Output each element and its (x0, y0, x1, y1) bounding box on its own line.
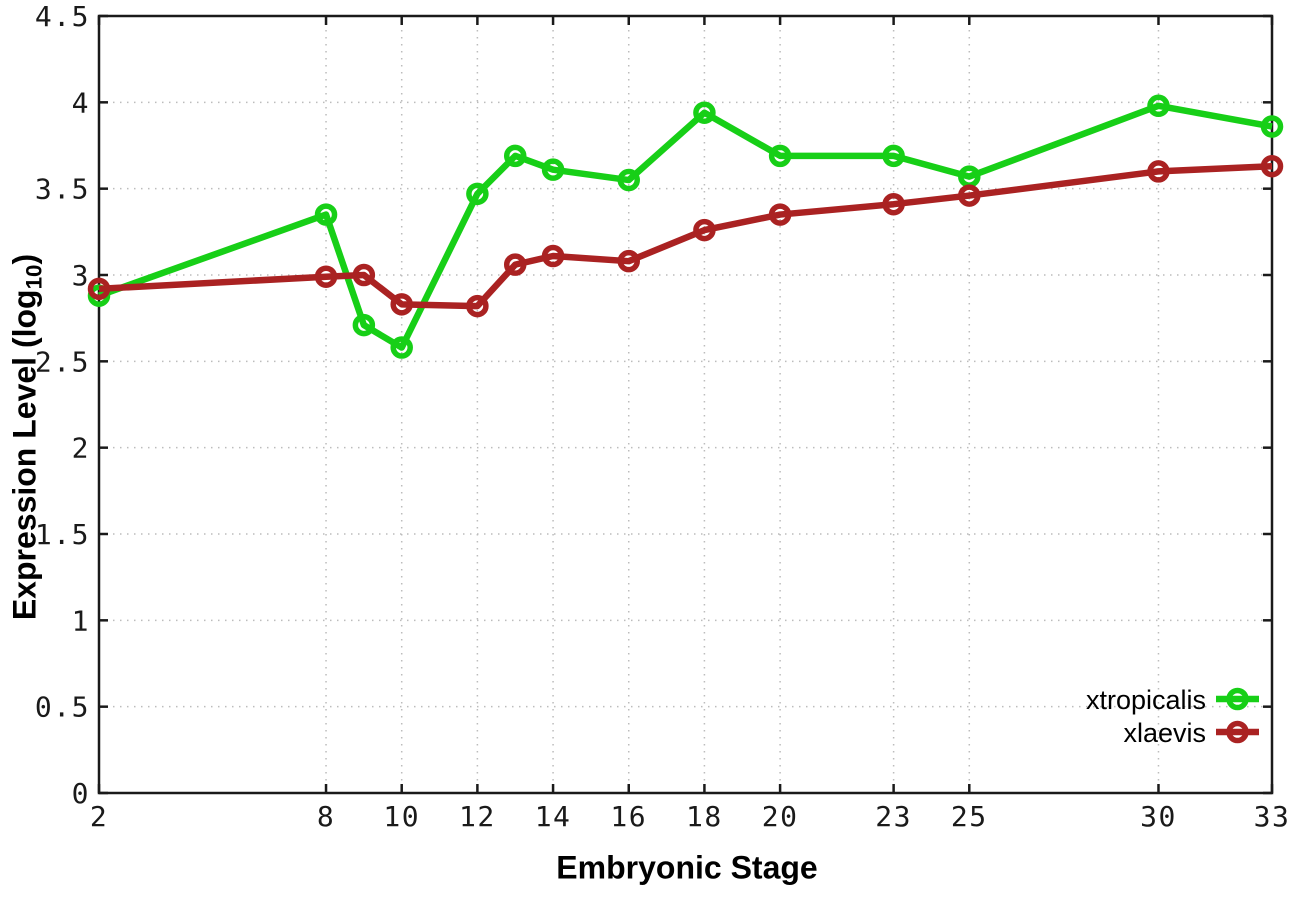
data-point-xlaevis (503, 253, 527, 276)
data-point-xlaevis (617, 249, 640, 273)
x-tick-label: 25 (951, 800, 988, 833)
x-tick-label: 18 (686, 800, 723, 833)
data-point-xlaevis (541, 244, 565, 268)
x-tick-label: 14 (535, 800, 572, 833)
x-tick-label: 8 (317, 800, 335, 833)
y-tick-label: 4.5 (35, 0, 90, 33)
data-point-xlaevis (882, 192, 905, 216)
data-point-xtropicalis (541, 158, 565, 181)
x-tick-label: 33 (1254, 800, 1291, 833)
data-point-xtropicalis (693, 101, 716, 124)
data-point-xlaevis (1147, 160, 1170, 183)
y-tick-label: 4 (72, 86, 90, 119)
data-point-xtropicalis (314, 203, 338, 226)
data-point-xlaevis (466, 294, 489, 318)
data-point-xlaevis (314, 265, 338, 288)
data-point-xlaevis (768, 203, 792, 226)
x-tick-label: 20 (762, 800, 799, 833)
legend-label-xlaevis: xlaevis (1123, 718, 1206, 748)
data-point-xtropicalis (390, 336, 413, 359)
data-point-xtropicalis (882, 144, 905, 168)
data-point-xlaevis (87, 277, 111, 301)
y-tick-label: 2.5 (35, 345, 90, 378)
y-tick-label: 0 (72, 777, 90, 810)
x-tick-label: 30 (1140, 800, 1177, 833)
data-point-xlaevis (693, 218, 716, 242)
data-point-xtropicalis (768, 144, 792, 168)
y-tick-label: 1 (72, 604, 90, 637)
series-line-xtropicalis (97, 102, 1273, 351)
x-tick-label: 23 (875, 800, 912, 833)
y-tick-label: 3 (72, 259, 90, 292)
x-tick-label: 10 (383, 800, 420, 833)
x-tick-label: 12 (459, 800, 496, 833)
y-tick-label: 0.5 (35, 691, 90, 724)
legend-label-xtropicalis: xtropicalis (1086, 685, 1206, 715)
data-point-xtropicalis (352, 313, 376, 337)
data-point-xtropicalis (1260, 115, 1284, 138)
x-tick-label: 16 (610, 800, 647, 833)
data-point-xtropicalis (466, 182, 489, 206)
y-tick-label: 2 (72, 432, 90, 465)
data-point-xtropicalis (617, 168, 640, 192)
legend-marker-xlaevis (1226, 720, 1249, 744)
data-point-xtropicalis (503, 144, 527, 168)
y-axis-label-subscript: 10 (21, 264, 47, 290)
data-point-xtropicalis (1147, 94, 1170, 118)
y-axis-label: Expression Level (log10) (6, 254, 47, 620)
x-tick-label: 2 (90, 800, 108, 833)
y-axis-label-close: ) (6, 253, 43, 265)
data-point-xlaevis (352, 263, 376, 287)
y-tick-label: 1.5 (35, 518, 90, 551)
data-point-xlaevis (958, 184, 981, 207)
data-point-xlaevis (1260, 154, 1284, 178)
y-tick-label: 3.5 (35, 173, 90, 206)
plot-border (97, 14, 1274, 795)
y-axis-label-main: Expression Level (log (6, 289, 43, 621)
legend-marker-xtropicalis (1226, 687, 1249, 711)
x-axis-label: Embryonic Stage (556, 849, 818, 886)
data-point-xlaevis (390, 293, 413, 316)
